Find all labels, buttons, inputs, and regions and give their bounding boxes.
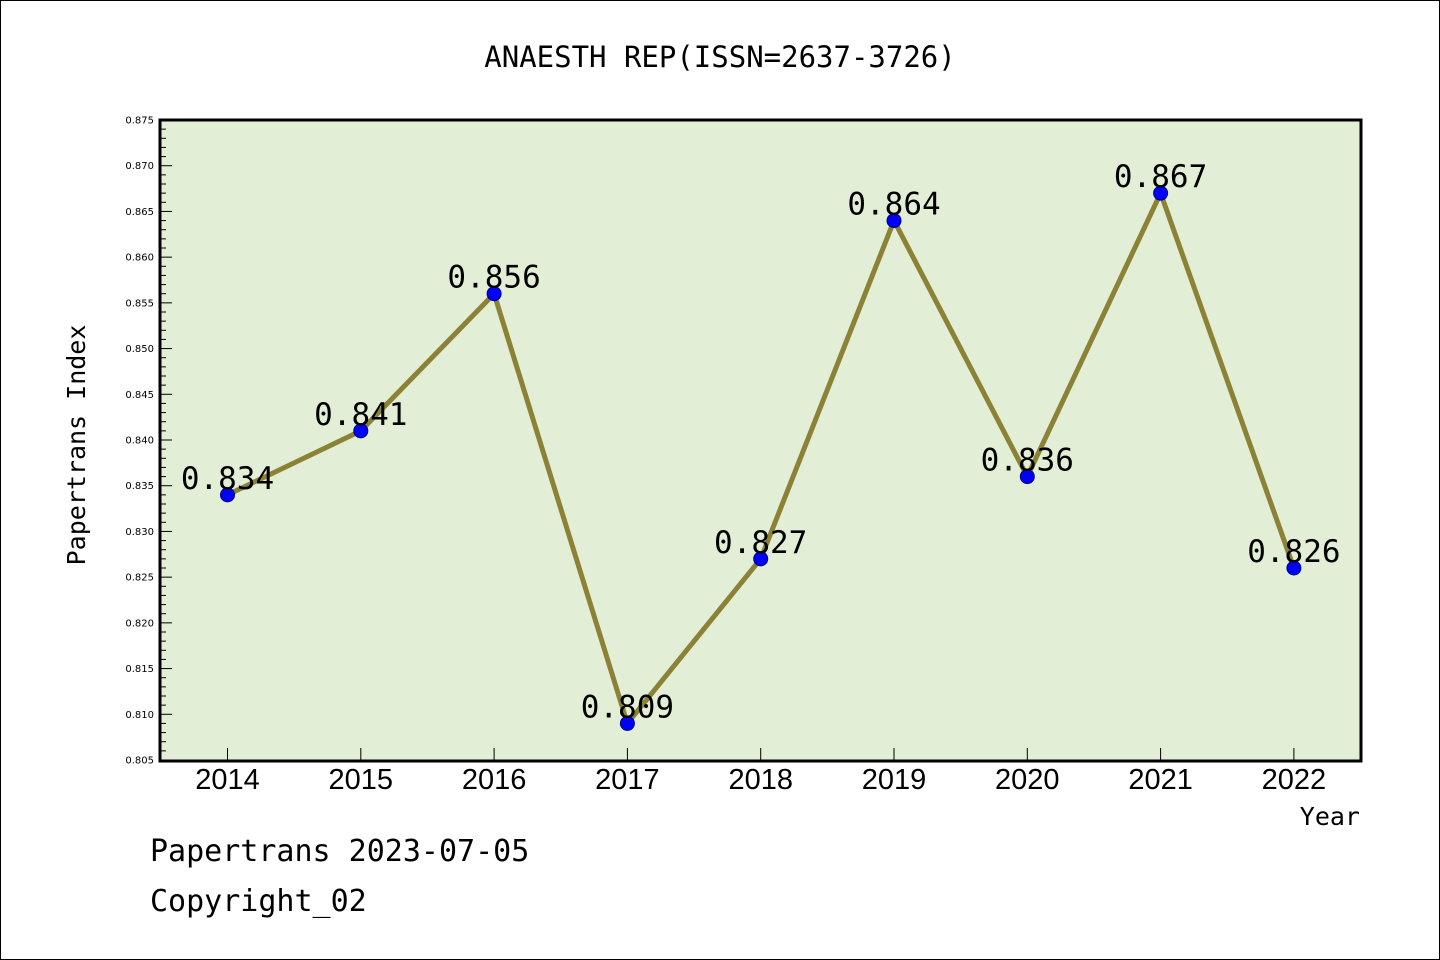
data-label: 0.809: [581, 689, 674, 725]
chart-title: ANAESTH REP(ISSN=2637-3726): [484, 40, 955, 74]
y-tick-label: 0.840: [125, 436, 154, 447]
data-point: [220, 487, 235, 503]
data-label: 0.867: [1114, 159, 1207, 195]
x-tick-label: 2021: [1128, 764, 1193, 796]
x-axis-tick-labels: 2014 2015 2016 2017 2018 2019 2020 2021 2022: [195, 764, 1326, 796]
data-point: [353, 423, 369, 439]
data-label: 0.856: [447, 260, 540, 296]
x-tick-label: 2014: [195, 764, 260, 796]
x-tick-label: 2019: [862, 764, 927, 796]
x-tick-label: 2018: [728, 764, 793, 796]
data-point: [886, 213, 902, 229]
y-axis-tick-labels: 0.805 0.810 0.815 0.820 0.825 0.830 0.835 0.840…: [125, 116, 154, 767]
footer-date: Papertrans 2023-07-05: [150, 834, 530, 869]
y-tick-label: 0.860: [125, 253, 154, 264]
x-tick-label: 2022: [1262, 764, 1327, 796]
y-tick-label: 0.850: [125, 344, 154, 355]
data-point: [619, 715, 635, 731]
y-tick-label: 0.825: [125, 573, 154, 584]
data-label: 0.836: [981, 443, 1074, 479]
axis-ticks: [160, 119, 1295, 761]
data-label: 0.864: [847, 187, 940, 223]
y-tick-label: 0.855: [125, 298, 154, 309]
footer-copyright: Copyright_02: [150, 884, 367, 919]
data-markers: [220, 185, 1302, 731]
data-point: [753, 551, 769, 567]
y-tick-label: 0.805: [125, 756, 154, 767]
data-label: 0.834: [181, 461, 274, 497]
data-point: [1286, 560, 1302, 576]
data-point: [1019, 469, 1035, 485]
y-tick-label: 0.865: [125, 207, 154, 218]
data-labels: 0.834 0.841 0.856 0.809 0.827 0.864 0.836 0.867…: [181, 159, 1341, 725]
y-tick-label: 0.845: [125, 390, 154, 401]
data-label: 0.827: [714, 525, 807, 561]
x-axis-label: Year: [1300, 802, 1360, 831]
data-point: [1153, 185, 1169, 201]
data-point: [486, 286, 502, 302]
y-tick-label: 0.830: [125, 527, 154, 538]
data-label: 0.826: [1247, 534, 1340, 570]
y-tick-label: 0.870: [125, 161, 154, 172]
x-tick-label: 2017: [595, 764, 660, 796]
y-tick-label: 0.820: [125, 618, 154, 629]
plot-area: [158, 118, 1363, 763]
y-axis-label: Papertrans Index: [62, 325, 91, 566]
x-tick-label: 2015: [329, 764, 394, 796]
y-tick-label: 0.875: [125, 116, 154, 127]
y-tick-label: 0.815: [125, 664, 154, 675]
y-tick-label: 0.835: [125, 481, 154, 492]
data-label: 0.841: [314, 397, 407, 433]
y-tick-label: 0.810: [125, 710, 154, 721]
x-tick-label: 2016: [462, 764, 527, 796]
x-tick-label: 2020: [995, 764, 1060, 796]
